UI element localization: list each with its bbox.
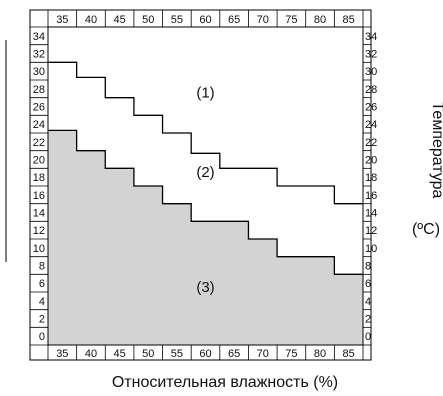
x-ticks-top: 35 40 45 50 55 60 65 70 75 80 85 <box>56 14 355 26</box>
y-tick-label: 8 <box>365 261 371 273</box>
outer-frame <box>29 9 372 361</box>
y-tick-label: 28 <box>365 84 377 96</box>
y-tick-label: 4 <box>365 296 371 308</box>
y-tick-label: 12 <box>33 225 45 237</box>
x-tick-label: 40 <box>85 14 97 26</box>
y-tick-label: 34 <box>365 31 377 43</box>
x-tick-label: 50 <box>142 14 154 26</box>
y-tick-label: 14 <box>365 208 377 220</box>
x-tick-label: 75 <box>285 14 297 26</box>
x-tick-label: 40 <box>85 348 97 360</box>
y-tick-label: 10 <box>365 243 377 255</box>
y-tick-label: 8 <box>39 261 45 273</box>
x-tick-label: 50 <box>142 348 154 360</box>
y-tick-label: 32 <box>33 49 45 61</box>
y-tick-label: 18 <box>33 172 45 184</box>
y-tick-label: 12 <box>365 225 377 237</box>
y-tick-label: 30 <box>33 66 45 78</box>
region-3-fill <box>48 130 363 345</box>
x-tick-label: 35 <box>56 14 68 26</box>
y-tick-label: 24 <box>33 119 45 131</box>
y-tick-label: 28 <box>33 84 45 96</box>
x-axis-title: Относительная влажность (%) <box>112 374 338 391</box>
x-tick-label: 60 <box>199 14 211 26</box>
y-tick-label: 16 <box>33 190 45 202</box>
y-tick-label: 26 <box>365 102 377 114</box>
y-tick-label: 0 <box>39 331 45 343</box>
y-tick-label: 18 <box>365 172 377 184</box>
y-tick-label: 30 <box>365 66 377 78</box>
x-tick-label: 80 <box>314 348 326 360</box>
y-tick-label: 16 <box>365 190 377 202</box>
y-tick-label: 2 <box>39 314 45 326</box>
x-tick-label: 60 <box>199 348 211 360</box>
y-tick-label: 2 <box>365 314 371 326</box>
upper-boundary-line <box>48 61 363 205</box>
y-axis-title: Температура <box>429 102 443 199</box>
x-tick-label: 70 <box>257 348 269 360</box>
x-tick-label: 55 <box>171 14 183 26</box>
tick-grid <box>30 10 371 360</box>
x-tick-label: 65 <box>228 14 240 26</box>
x-tick-label: 80 <box>314 14 326 26</box>
y-tick-label: 20 <box>365 155 377 167</box>
y-tick-label: 0 <box>365 331 371 343</box>
y-tick-label: 14 <box>33 208 45 220</box>
y-tick-label: 24 <box>365 119 377 131</box>
x-tick-label: 75 <box>285 348 297 360</box>
y-tick-label: 6 <box>365 278 371 290</box>
x-tick-label: 45 <box>113 348 125 360</box>
region-label: (3) <box>196 279 214 296</box>
y-tick-label: 4 <box>39 296 45 308</box>
y-tick-label: 6 <box>39 278 45 290</box>
x-tick-label: 55 <box>171 348 183 360</box>
y-tick-label: 22 <box>365 137 377 149</box>
x-tick-label: 85 <box>343 348 355 360</box>
y-tick-label: 34 <box>33 31 45 43</box>
y-tick-label: 10 <box>33 243 45 255</box>
x-ticks-bottom: 35 40 45 50 55 60 65 70 75 80 85 <box>56 348 355 360</box>
plot-frame <box>47 26 364 346</box>
region-label: (1) <box>196 85 214 102</box>
y-tick-label: 22 <box>33 137 45 149</box>
x-tick-label: 45 <box>113 14 125 26</box>
x-tick-label: 70 <box>257 14 269 26</box>
y-tick-label: 20 <box>33 155 45 167</box>
boundary-lines <box>48 61 363 275</box>
y-axis-unit: (ºC) <box>412 221 440 238</box>
y-tick-label: 32 <box>365 49 377 61</box>
x-tick-label: 65 <box>228 348 240 360</box>
region-labels: (1) (2) (3) <box>196 85 214 296</box>
x-tick-label: 85 <box>343 14 355 26</box>
x-tick-label: 35 <box>56 348 68 360</box>
y-tick-label: 26 <box>33 102 45 114</box>
region-label: (2) <box>196 164 214 181</box>
lower-region-shading <box>48 130 363 345</box>
lower-boundary-line <box>48 129 363 275</box>
